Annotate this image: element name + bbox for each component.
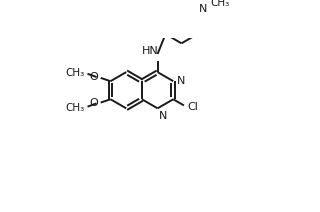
Text: N: N bbox=[199, 4, 207, 14]
Text: HN: HN bbox=[142, 46, 158, 56]
Text: N: N bbox=[159, 111, 168, 121]
Text: O: O bbox=[90, 98, 98, 108]
Text: CH₃: CH₃ bbox=[66, 103, 85, 113]
Text: O: O bbox=[90, 72, 98, 82]
Text: Cl: Cl bbox=[188, 102, 199, 112]
Text: N: N bbox=[177, 76, 185, 86]
Text: CH₃: CH₃ bbox=[66, 68, 85, 78]
Text: CH₃: CH₃ bbox=[211, 0, 230, 8]
